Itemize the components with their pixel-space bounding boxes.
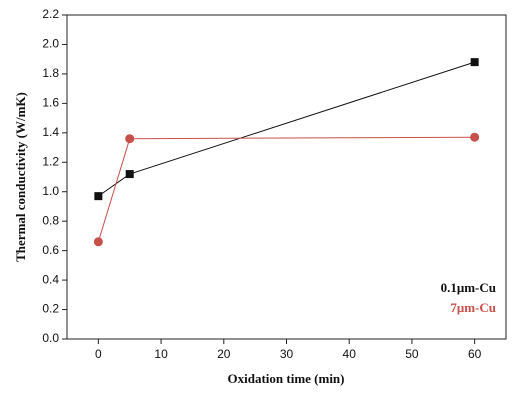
x-tick-label: 50 xyxy=(405,347,419,361)
x-tick-label: 0 xyxy=(95,347,102,361)
y-tick-label: 1.0 xyxy=(42,184,59,198)
legend-entry: 7μm-Cu xyxy=(450,300,496,315)
marker xyxy=(125,134,135,144)
x-tick-label: 40 xyxy=(343,347,357,361)
legend-entry: 0.1μm-Cu xyxy=(441,280,496,295)
y-tick-label: 0.8 xyxy=(42,213,59,227)
series-line xyxy=(97,136,475,242)
y-tick-label: 1.8 xyxy=(42,66,59,80)
marker xyxy=(470,132,480,142)
marker xyxy=(93,237,103,247)
y-tick-label: 0.0 xyxy=(42,331,59,345)
y-tick-label: 1.2 xyxy=(42,154,59,168)
y-tick-label: 0.4 xyxy=(42,272,59,286)
x-tick-label: 20 xyxy=(217,347,231,361)
y-tick-label: 0.6 xyxy=(42,243,59,257)
y-tick-label: 2.0 xyxy=(42,37,59,51)
marker xyxy=(125,170,134,179)
y-tick-label: 2.2 xyxy=(42,7,59,21)
marker xyxy=(94,192,103,201)
x-axis-label: Oxidation time (min) xyxy=(228,371,345,386)
y-tick-label: 1.4 xyxy=(42,125,59,139)
y-tick-label: 1.6 xyxy=(42,96,59,110)
x-tick-label: 10 xyxy=(154,347,168,361)
x-tick-label: 60 xyxy=(468,347,482,361)
marker xyxy=(470,58,479,67)
y-axis-label: Thermal conductivity (W/mK) xyxy=(13,92,28,262)
y-tick-label: 0.2 xyxy=(42,302,59,316)
series-line xyxy=(98,61,475,197)
x-tick-label: 30 xyxy=(280,347,294,361)
